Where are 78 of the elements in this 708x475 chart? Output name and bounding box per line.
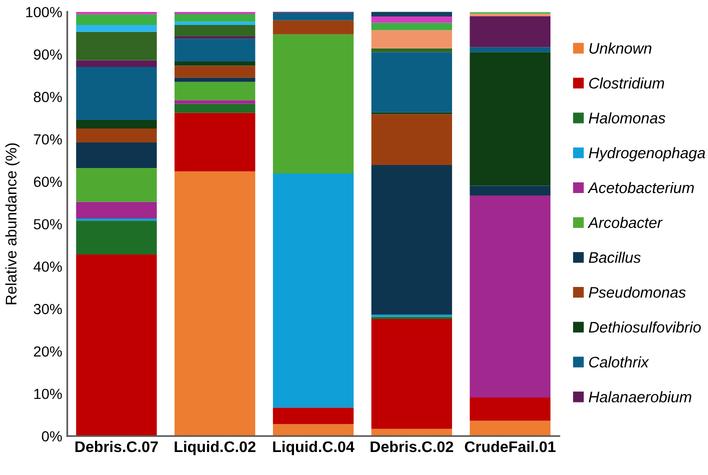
bar xyxy=(76,202,157,218)
bar xyxy=(371,318,452,429)
bar xyxy=(470,397,550,421)
legend-label: Calothrix xyxy=(589,356,650,368)
y-tick-label: 20% xyxy=(34,346,62,357)
bar xyxy=(371,12,452,17)
bar xyxy=(470,47,550,52)
bar xyxy=(76,12,157,14)
bar xyxy=(76,67,157,120)
bar xyxy=(174,14,256,22)
bar xyxy=(76,32,157,60)
bar xyxy=(174,25,256,36)
legend-label: Halanaerobium xyxy=(588,391,692,402)
bar xyxy=(371,48,452,52)
x-tick-label: Debris.C.07 xyxy=(75,440,158,452)
bar xyxy=(76,142,157,168)
y-tick-label: 10% xyxy=(34,388,62,400)
bar xyxy=(76,128,157,143)
bar xyxy=(76,120,157,129)
bar xyxy=(174,82,256,100)
legend-label: Hydrogenophaga xyxy=(588,147,706,162)
bar xyxy=(272,20,354,34)
legend-label: Halomonas xyxy=(588,112,666,124)
bar xyxy=(174,112,256,172)
legend-label: Dethiosulfovibrio xyxy=(588,321,701,333)
x-tick-label: Debris.C.02 xyxy=(370,440,454,452)
bar xyxy=(76,218,157,221)
bar xyxy=(371,165,452,315)
y-tick-label: 30% xyxy=(34,304,62,314)
bar xyxy=(174,104,256,113)
y-tick-label: 70% xyxy=(34,134,62,145)
bar xyxy=(470,420,550,436)
bar xyxy=(174,22,256,26)
bar xyxy=(470,52,550,186)
bar xyxy=(371,114,452,165)
bar xyxy=(76,254,157,436)
bar xyxy=(272,34,354,174)
legend-label: Bacillus xyxy=(588,252,641,263)
y-tick-label: 100% xyxy=(26,6,62,18)
legend-label: Pseudomonas xyxy=(588,286,686,298)
y-tick-label: 40% xyxy=(34,261,62,272)
bar xyxy=(371,16,452,23)
bar xyxy=(76,25,157,32)
bar xyxy=(174,38,256,62)
bar xyxy=(76,220,157,255)
bar xyxy=(174,62,256,66)
bar xyxy=(272,424,354,436)
bar xyxy=(174,171,256,436)
bar xyxy=(272,173,354,408)
y-tick-label: 60% xyxy=(34,176,62,187)
bar xyxy=(371,22,452,30)
bar xyxy=(470,186,550,196)
x-tick-label: Liquid.C.02 xyxy=(174,440,256,456)
bar xyxy=(470,16,550,48)
bar xyxy=(174,36,256,39)
bar xyxy=(272,408,354,424)
y-tick-label: 50% xyxy=(34,219,62,230)
bar xyxy=(76,14,157,26)
x-tick-label: CrudeFail.01 xyxy=(464,440,556,452)
bar xyxy=(174,66,256,78)
bar xyxy=(76,60,157,68)
bar xyxy=(174,78,256,82)
bar xyxy=(272,12,354,20)
legend-label: Acetobacterium xyxy=(588,182,694,194)
legend-label: Unknown xyxy=(589,42,652,54)
bar xyxy=(470,196,550,398)
legend-label: Clostridium xyxy=(589,77,664,89)
y-tick-label: 0% xyxy=(42,431,62,442)
y-tick-label: 90% xyxy=(34,49,62,60)
bar xyxy=(371,52,452,112)
bar xyxy=(470,14,550,16)
bar xyxy=(371,30,452,48)
bar xyxy=(174,100,256,104)
x-tick-label: Liquid.C.04 xyxy=(273,440,354,456)
bar xyxy=(76,168,157,202)
y-axis-title: Relative abundance (%) xyxy=(5,143,20,304)
y-tick-label: 80% xyxy=(34,92,62,102)
legend-label: Arcobacter xyxy=(588,216,663,228)
